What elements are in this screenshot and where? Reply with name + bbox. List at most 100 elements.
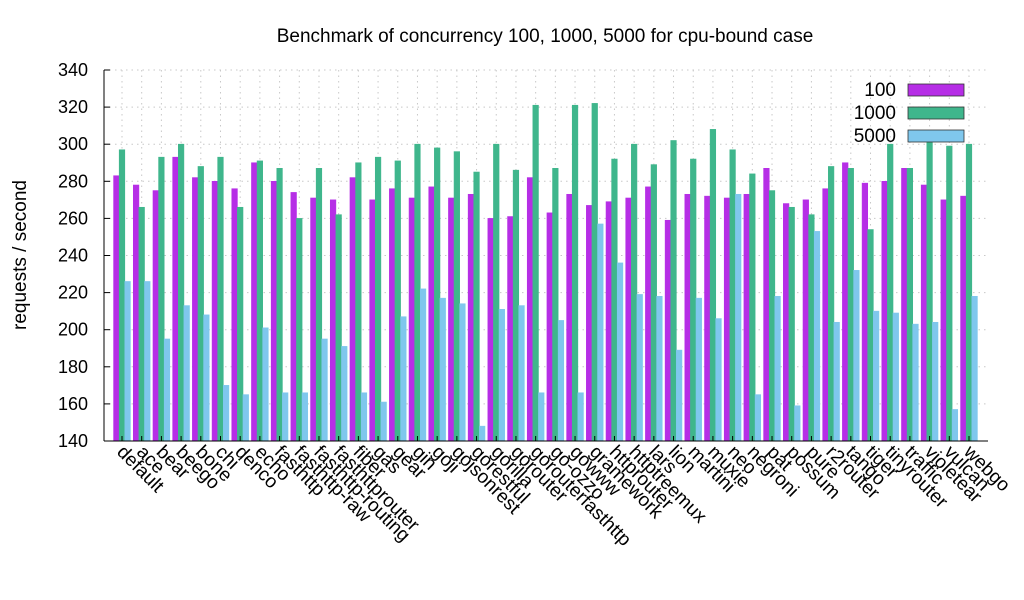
bar bbox=[138, 206, 145, 442]
bar bbox=[251, 162, 258, 442]
bar bbox=[276, 168, 283, 442]
bar bbox=[526, 177, 534, 442]
bar bbox=[833, 321, 840, 442]
bar bbox=[571, 104, 579, 442]
bar bbox=[670, 140, 677, 442]
bar bbox=[389, 188, 396, 442]
bar bbox=[448, 197, 455, 442]
bar bbox=[132, 184, 140, 442]
bar bbox=[650, 164, 657, 442]
bar bbox=[951, 409, 959, 442]
bar bbox=[828, 166, 835, 442]
bar bbox=[605, 201, 612, 442]
bar bbox=[434, 147, 441, 442]
legend-label: 1000 bbox=[854, 103, 896, 124]
y-tick-labels: 140 160 180 200 220 240 260 280 300 320 340 bbox=[58, 60, 88, 451]
bar bbox=[887, 143, 894, 442]
bar bbox=[676, 349, 683, 442]
bar bbox=[586, 205, 593, 442]
bar bbox=[971, 296, 978, 442]
bar bbox=[591, 103, 598, 442]
bar bbox=[237, 206, 244, 442]
bar bbox=[906, 168, 914, 442]
bar bbox=[552, 168, 559, 442]
y-tick-label: 260 bbox=[58, 208, 88, 228]
legend-swatch bbox=[907, 83, 965, 97]
bar bbox=[341, 346, 348, 442]
bar bbox=[217, 156, 224, 442]
bar bbox=[960, 195, 967, 442]
bar bbox=[802, 199, 809, 442]
bar bbox=[408, 197, 415, 442]
bar bbox=[518, 305, 525, 442]
legend-swatch bbox=[907, 129, 965, 143]
bar bbox=[664, 219, 672, 442]
bar bbox=[183, 305, 190, 442]
bar bbox=[172, 156, 179, 442]
y-tick-label: 140 bbox=[58, 431, 88, 451]
bar bbox=[729, 149, 736, 442]
bar bbox=[901, 168, 908, 442]
bar bbox=[631, 143, 638, 442]
bar bbox=[242, 394, 249, 442]
bar bbox=[881, 181, 888, 442]
bar bbox=[290, 192, 297, 442]
bar bbox=[163, 338, 171, 442]
y-tick-label: 280 bbox=[58, 171, 88, 191]
bar bbox=[507, 216, 514, 442]
bar bbox=[296, 218, 303, 442]
bar bbox=[124, 281, 131, 442]
y-tick-label: 180 bbox=[58, 357, 88, 377]
bar bbox=[847, 168, 854, 442]
bar bbox=[349, 177, 356, 442]
bar bbox=[920, 184, 928, 442]
bar bbox=[616, 262, 624, 442]
bar bbox=[394, 160, 401, 442]
bar bbox=[645, 186, 652, 442]
bar bbox=[774, 296, 781, 442]
bar bbox=[763, 168, 770, 442]
bar bbox=[360, 392, 368, 442]
bar bbox=[152, 190, 159, 442]
bar bbox=[118, 149, 126, 442]
bar bbox=[783, 203, 790, 442]
bar bbox=[912, 323, 919, 442]
legend-swatch bbox=[907, 106, 965, 120]
bar bbox=[222, 385, 230, 442]
bar bbox=[940, 199, 947, 442]
y-tick-label: 240 bbox=[58, 246, 88, 266]
bar bbox=[459, 303, 466, 442]
bar bbox=[380, 401, 387, 442]
bar bbox=[892, 312, 899, 442]
bar bbox=[625, 197, 632, 442]
bar bbox=[684, 193, 691, 442]
bar bbox=[704, 195, 711, 442]
bar bbox=[611, 158, 618, 442]
bar bbox=[473, 171, 480, 442]
bar bbox=[873, 310, 880, 442]
bar bbox=[749, 173, 756, 442]
bar bbox=[177, 143, 185, 442]
bar bbox=[577, 392, 584, 442]
bar bbox=[493, 143, 500, 442]
bar bbox=[487, 218, 494, 442]
bar bbox=[932, 321, 939, 442]
bar bbox=[419, 288, 427, 442]
bar bbox=[597, 223, 604, 442]
bar bbox=[557, 320, 565, 442]
y-tick-label: 300 bbox=[58, 134, 88, 154]
bar bbox=[374, 156, 382, 442]
bar bbox=[315, 168, 323, 442]
bar bbox=[329, 199, 337, 442]
bar bbox=[211, 181, 218, 442]
axes bbox=[103, 69, 988, 442]
bar bbox=[203, 314, 210, 442]
bar bbox=[808, 214, 815, 442]
bar bbox=[158, 156, 165, 442]
y-axis-label: requests / second bbox=[10, 180, 31, 330]
x-tick-labels: defaultacebearbeegobonechidencoechofasth… bbox=[112, 441, 1013, 551]
y-tick-label: 320 bbox=[58, 97, 88, 117]
bar bbox=[231, 188, 238, 442]
bar bbox=[414, 143, 421, 442]
